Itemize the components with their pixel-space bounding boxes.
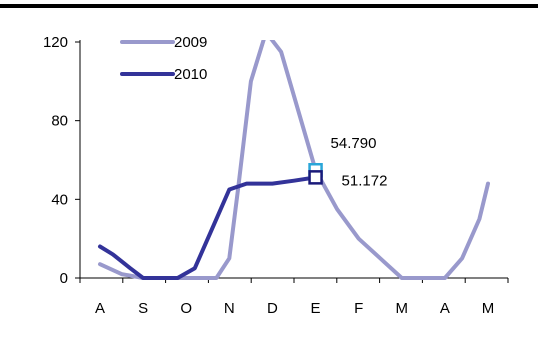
- y-tick-label: 80: [51, 113, 68, 130]
- x-tick-label: N: [224, 300, 235, 317]
- y-tick-label: 120: [43, 34, 68, 51]
- series-line-2010: [98, 175, 318, 280]
- x-tick-label: M: [396, 300, 409, 317]
- series-layer: [98, 40, 490, 280]
- x-tick-label: O: [180, 300, 192, 317]
- plot-area: 0 40 80 120 A S O N D E F M A M: [43, 34, 509, 317]
- x-tick-label: D: [267, 300, 278, 317]
- x-tick-label: A: [440, 300, 450, 317]
- x-tick-label: E: [311, 300, 321, 317]
- legend-label: 2009: [174, 34, 207, 51]
- y-tick-label: 40: [51, 191, 68, 208]
- data-point-marker: [308, 170, 323, 185]
- x-tick-label: S: [138, 300, 148, 317]
- legend-label: 2010: [174, 66, 207, 83]
- data-label: 51.172: [342, 172, 388, 189]
- annotation-layer: 54.790 51.172: [308, 135, 388, 189]
- data-label: 54.790: [331, 135, 377, 152]
- series-line-2009: [98, 40, 490, 280]
- legend: 2009 2010: [120, 34, 207, 83]
- y-tick-label: 0: [60, 270, 68, 287]
- x-tick-label: A: [95, 300, 105, 317]
- x-tick-label: F: [354, 300, 363, 317]
- x-tick-label: M: [482, 300, 495, 317]
